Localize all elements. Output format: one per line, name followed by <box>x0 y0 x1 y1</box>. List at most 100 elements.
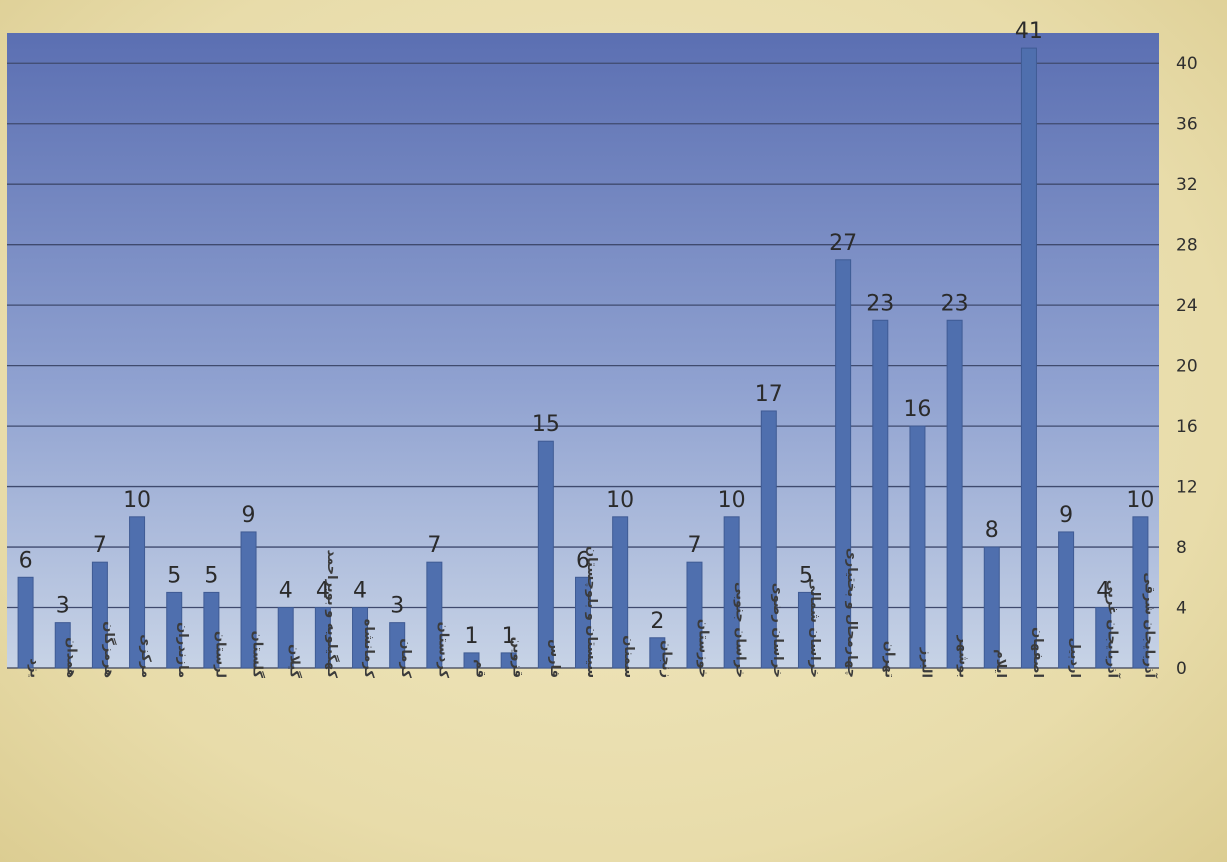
x-tick-label: کرمانشاه <box>361 619 376 679</box>
x-tick-label: البرز <box>918 647 933 678</box>
data-label: 4 <box>1096 579 1110 604</box>
x-tick-label: قزوین <box>510 637 525 678</box>
x-tick-label: لرستان <box>212 631 227 678</box>
x-tick-group: سیستان و بلوچستان <box>584 546 599 678</box>
bar <box>537 440 554 669</box>
x-tick-label: آذربایجان شرقی <box>1141 572 1158 678</box>
data-label: 7 <box>427 533 441 558</box>
x-tick-group: کرمان <box>398 638 413 678</box>
bar <box>1058 531 1075 669</box>
x-tick-label: زنجان <box>658 640 673 678</box>
data-label: 16 <box>903 397 931 422</box>
x-tick-group: ایلام <box>993 649 1008 678</box>
x-tick-group: چهارمحال و بختیاری <box>844 548 859 678</box>
bar <box>686 561 703 669</box>
bar <box>500 652 517 669</box>
y-tick-label: 36 <box>1176 115 1198 135</box>
x-tick-label: هرمزگان <box>101 621 117 678</box>
bar <box>946 319 963 669</box>
x-tick-group: مازندران <box>175 622 190 678</box>
data-label: 5 <box>167 563 181 588</box>
data-label: 23 <box>866 291 894 316</box>
x-tick-group: البرز <box>918 647 933 678</box>
x-tick-label: آذربایجان غربی <box>1104 580 1121 679</box>
y-tick-label: 4 <box>1176 599 1187 619</box>
x-tick-label: اصفهان <box>1030 627 1045 678</box>
bar <box>240 531 257 669</box>
x-tick-group: گلستان <box>250 631 266 679</box>
y-tick-label: 40 <box>1176 54 1198 74</box>
data-label: 41 <box>1015 19 1043 44</box>
data-label: 9 <box>242 503 256 528</box>
x-tick-group: قم <box>473 659 488 678</box>
bar <box>203 591 220 669</box>
data-label: 15 <box>532 412 560 437</box>
x-tick-group: کهگیلویه و بویراحمد <box>324 550 340 679</box>
y-tick-label: 16 <box>1176 417 1198 437</box>
bar <box>1132 516 1149 669</box>
x-tick-group: لرستان <box>212 631 227 678</box>
x-tick-group: تهران <box>881 641 896 678</box>
data-label: 4 <box>279 579 293 604</box>
x-tick-label: ایلام <box>993 649 1008 678</box>
x-tick-group: خراسان رضوی <box>770 583 785 678</box>
x-tick-group: بوشهر <box>956 635 971 679</box>
data-label: 3 <box>56 594 70 619</box>
bar <box>649 637 666 669</box>
bar <box>835 259 852 669</box>
x-tick-group: فارس <box>547 639 562 678</box>
y-tick-label: 8 <box>1176 538 1187 558</box>
x-tick-label: تهران <box>881 641 896 678</box>
bar <box>166 591 183 669</box>
bar <box>463 652 480 669</box>
y-tick-label: 32 <box>1176 175 1198 195</box>
y-axis: 0 4 8 12 16 20 24 28 32 36 40 <box>1176 54 1198 679</box>
x-tick-label: کهگیلویه و بویراحمد <box>324 550 340 679</box>
data-label: 5 <box>799 563 813 588</box>
bar <box>983 546 1000 669</box>
x-tick-label: کرمان <box>398 638 413 678</box>
bar <box>352 607 369 669</box>
x-tick-group: آذربایجان شرقی <box>1141 572 1158 678</box>
bar <box>797 591 814 669</box>
x-tick-label: سمنان <box>621 635 636 678</box>
x-tick-group: خوزستان <box>695 619 710 678</box>
bar <box>129 516 146 669</box>
bar <box>723 516 740 669</box>
x-tick-label: گیلان <box>287 644 303 678</box>
data-label: 7 <box>687 533 701 558</box>
data-label: 5 <box>204 563 218 588</box>
x-tick-group: همدان <box>64 637 79 678</box>
bar <box>277 607 294 669</box>
bar <box>426 561 443 669</box>
y-tick-label: 24 <box>1176 296 1198 316</box>
data-label: 6 <box>19 548 33 573</box>
data-label: 23 <box>941 291 969 316</box>
data-label: 7 <box>93 533 107 558</box>
x-tick-label: خراسان رضوی <box>770 583 785 678</box>
bar <box>17 576 34 669</box>
y-tick-label: 28 <box>1176 236 1198 256</box>
x-tick-label: فارس <box>547 639 562 678</box>
x-tick-label: اردبیل <box>1067 638 1082 678</box>
x-tick-group: مرکزی <box>138 634 153 678</box>
data-label: 1 <box>465 624 479 649</box>
data-label: 6 <box>576 548 590 573</box>
bar <box>872 319 889 669</box>
x-tick-group: گیلان <box>287 644 303 678</box>
data-label: 8 <box>985 518 999 543</box>
x-tick-label: قم <box>473 659 488 678</box>
data-label: 4 <box>353 579 367 604</box>
x-tick-label: بوشهر <box>956 635 971 679</box>
plot-area <box>7 33 1159 668</box>
x-tick-group: قزوین <box>510 637 525 678</box>
x-tick-group: کردستان <box>435 622 450 679</box>
x-tick-group: هرمزگان <box>101 621 117 678</box>
bar <box>314 607 331 669</box>
data-label: 2 <box>650 609 664 634</box>
x-tick-label: خوزستان <box>695 619 710 678</box>
data-label: 1 <box>502 624 516 649</box>
bar <box>575 576 591 669</box>
data-label: 10 <box>1126 488 1154 513</box>
